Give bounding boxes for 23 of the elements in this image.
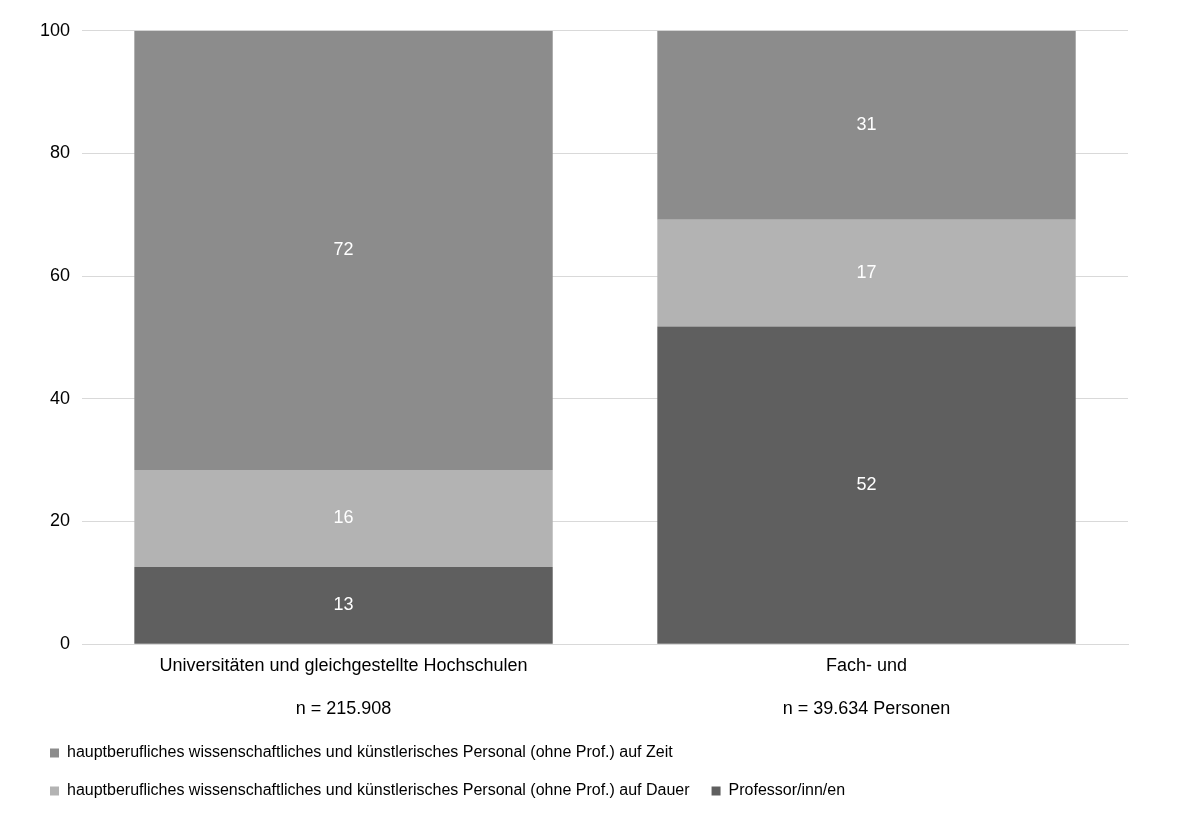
category-label: Universitäten und gleichgestellte Hochschulen n = 215.908 <box>159 654 528 719</box>
data-label: 52 <box>856 474 877 495</box>
legend-label: Professor/inn/en <box>728 781 846 799</box>
bar <box>134 566 553 644</box>
y-tick-label: 100 <box>39 19 71 40</box>
data-label: 13 <box>333 594 354 615</box>
data-label: 31 <box>856 114 877 135</box>
bar <box>134 30 553 470</box>
y-tick-label: 20 <box>50 510 71 531</box>
legend-label: hauptberufliches wissenschaftliches und künstlerisches Personal (ohne Prof.) auf Dauer <box>67 781 691 799</box>
bar <box>657 219 1076 327</box>
y-tick-label: 40 <box>50 387 71 408</box>
data-label: 16 <box>333 507 354 528</box>
category-label: Fach- und n = 39.634 Personen <box>782 654 951 719</box>
y-tick-label: 60 <box>50 265 71 286</box>
bar <box>657 30 1076 220</box>
data-label: 17 <box>856 262 877 283</box>
y-tick-label: 0 <box>60 633 71 654</box>
bar <box>657 326 1076 644</box>
data-label: 72 <box>333 239 354 260</box>
bar <box>134 469 553 567</box>
legend-label: hauptberufliches wissenschaftliches und künstlerisches Personal (ohne Prof.) auf Zeit <box>67 743 674 761</box>
y-tick-label: 80 <box>50 142 71 163</box>
